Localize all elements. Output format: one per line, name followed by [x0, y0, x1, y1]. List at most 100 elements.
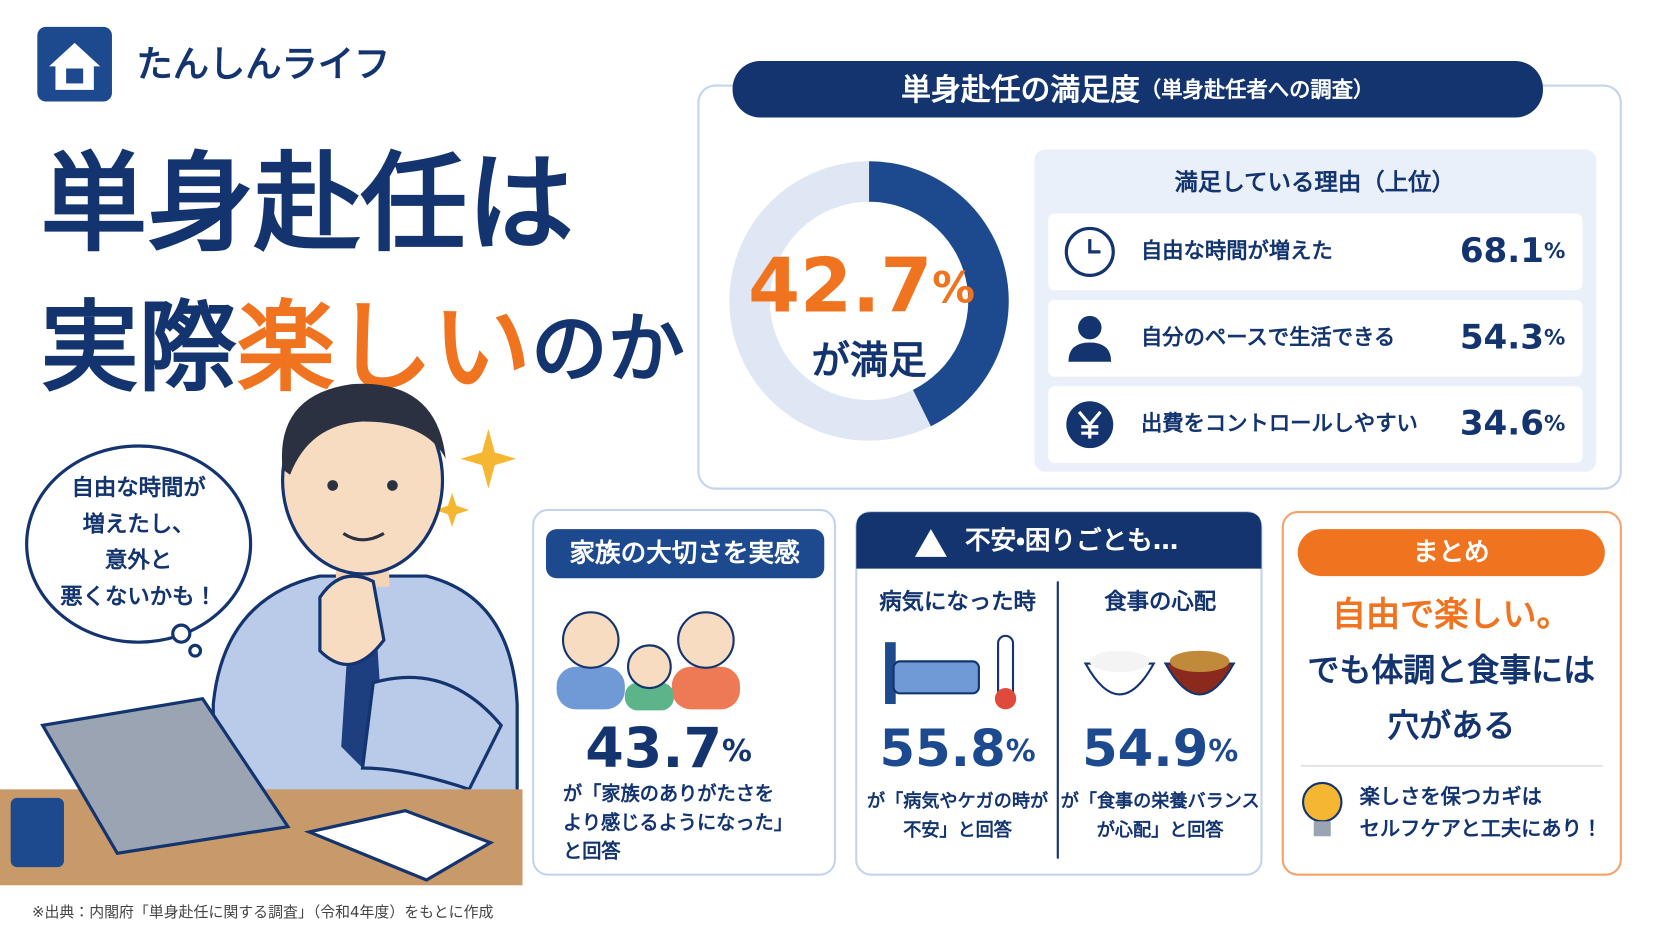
summary-line3: 穴がある	[1387, 706, 1515, 744]
rice	[1089, 650, 1150, 673]
satisfaction-value: 42.7%	[748, 242, 975, 329]
heading-main: 単身赴任の満足度	[901, 72, 1140, 107]
source: ※出典：内閣府「単身赴任に関する調査」（令和4年度）をもとに作成	[32, 903, 493, 921]
family-note: より感じるようになった」	[563, 811, 793, 834]
hair	[281, 383, 446, 475]
person-body	[556, 666, 625, 710]
sparkle	[435, 492, 470, 528]
tip-line: 楽しさを保つカギは	[1360, 784, 1542, 808]
value: 54.9	[1082, 719, 1208, 779]
bed	[892, 660, 980, 695]
person-icon	[1068, 342, 1112, 362]
person-head	[627, 644, 672, 690]
person-body	[624, 682, 674, 711]
bubble-dot	[188, 643, 203, 658]
satisfaction-heading: 単身赴任の満足度（単身赴任者への調査）	[901, 72, 1374, 107]
family-heading: 家族の大切さを実感	[569, 538, 800, 569]
reason-row	[1048, 299, 1583, 377]
smile	[342, 532, 385, 542]
worry-value: 55.8%	[879, 719, 1035, 779]
value: 42.7	[748, 242, 932, 329]
reason-value: 68.1%	[1460, 230, 1566, 270]
reason-label: 自由な時間が増えた	[1141, 238, 1333, 264]
worry-title: 食事の心配	[1104, 589, 1217, 615]
summary-heading: まとめ	[1413, 538, 1490, 568]
value: 68.1	[1460, 230, 1544, 270]
worry-value: 54.9%	[1082, 719, 1238, 779]
heading-note: （単身赴任者への調査）	[1140, 77, 1374, 103]
bubble-line: 悪くないかも！	[60, 584, 217, 610]
reason-value: 54.3%	[1460, 317, 1566, 357]
unit: %	[1208, 734, 1238, 769]
notebook	[303, 808, 495, 882]
title-line2: 実際楽しいのか？	[41, 291, 762, 405]
laptop	[40, 696, 291, 856]
value: 54.3	[1460, 317, 1544, 357]
title-line1: 単身赴任は	[41, 143, 574, 267]
worry-note: 不安」と回答	[903, 819, 1013, 841]
satisfaction-caption: が満足	[811, 338, 927, 383]
sparkle	[460, 428, 517, 489]
reasons-title: 満足している理由（上位）	[1175, 168, 1456, 196]
worry-note: が心配」と回答	[1097, 819, 1225, 841]
speech-bubble	[25, 444, 253, 644]
donut-arc	[868, 161, 1009, 427]
reason-value: 34.6%	[1460, 403, 1566, 443]
miso-soup	[1169, 650, 1230, 673]
person-head	[561, 611, 620, 669]
person-body	[671, 666, 741, 710]
title-part: 実際	[41, 291, 237, 405]
family-value: 43.7%	[585, 717, 752, 781]
family-note: と回答	[563, 840, 621, 863]
bulb-icon	[1301, 781, 1343, 823]
unit: %	[932, 263, 975, 313]
reason-row	[1048, 213, 1583, 291]
eye	[387, 480, 398, 491]
eye	[327, 480, 339, 491]
brand: たんしんライフ	[136, 42, 390, 85]
worries-header	[856, 512, 1262, 569]
reason-label: 出費をコントロールしやすい	[1141, 412, 1418, 437]
person-icon	[1078, 315, 1102, 340]
unit: %	[1544, 325, 1565, 350]
value: 34.6	[1460, 403, 1544, 443]
worry-note: が「病気やケガの時が	[867, 790, 1049, 812]
unit: %	[1544, 412, 1565, 437]
bubble-dot	[171, 623, 192, 644]
arm	[360, 675, 504, 792]
tip-line: セルフケアと工夫にあり！	[1360, 816, 1603, 840]
bulb-base	[1313, 821, 1331, 837]
hand	[318, 574, 386, 666]
summary-card	[1281, 511, 1622, 876]
reason-row	[1048, 386, 1583, 464]
satisfaction-heading-pill	[732, 61, 1543, 118]
summary-heading-pill	[1297, 529, 1605, 577]
logo-house	[49, 42, 101, 90]
unit: %	[1006, 734, 1036, 769]
worry-title: 病気になった時	[879, 588, 1036, 615]
unit: %	[722, 734, 752, 769]
bubble-line: 増えたし、	[83, 510, 195, 537]
warning-icon	[914, 529, 947, 557]
worry-note: が「食事の栄養バランス	[1061, 790, 1260, 812]
reason-label: 自分のペースで生活できる	[1141, 324, 1395, 350]
unit: %	[1544, 239, 1565, 264]
bubble-line: 意外と	[105, 547, 172, 574]
value: 43.7	[585, 717, 722, 781]
yen-symbol	[1077, 410, 1102, 439]
bubble-line: 自由な時間が	[71, 474, 206, 501]
man-illustration	[211, 383, 519, 855]
logo-window	[66, 68, 84, 84]
family-heading-pill	[545, 529, 825, 579]
clock-hands	[1088, 239, 1101, 254]
bed-icon	[885, 634, 1017, 710]
food-icon	[1083, 650, 1236, 696]
soup-bowl	[1163, 662, 1236, 696]
mug	[10, 797, 64, 868]
rice-bowl	[1083, 662, 1156, 696]
family-illustration	[556, 611, 741, 711]
summary-line2: でも体調と食事には	[1307, 651, 1595, 689]
bed-frame	[885, 642, 896, 705]
